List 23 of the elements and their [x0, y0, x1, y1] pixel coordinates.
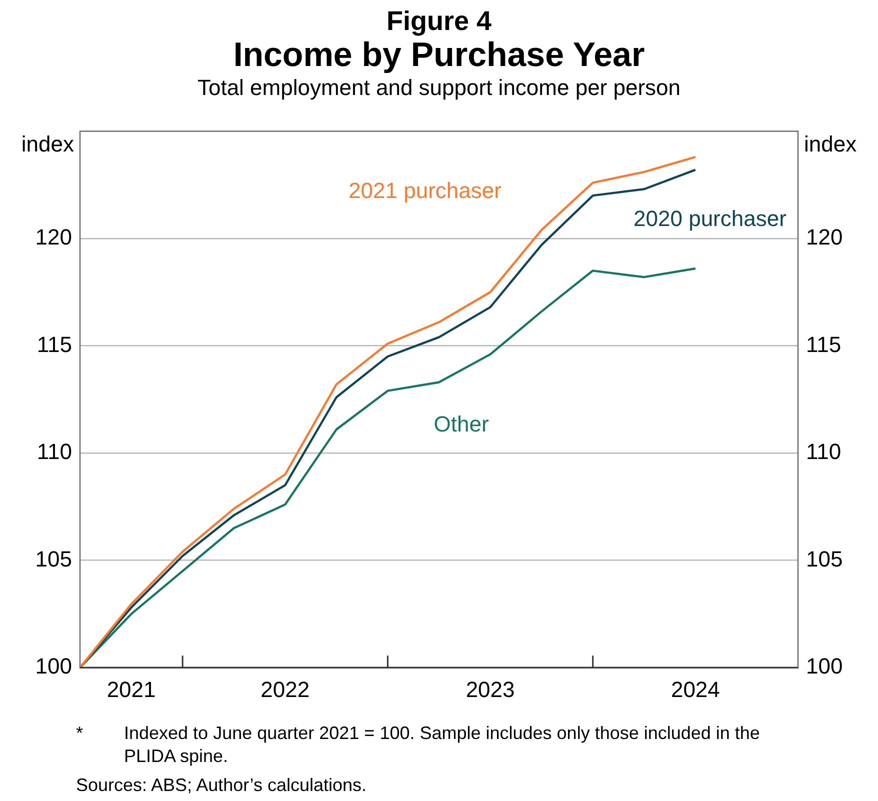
y-tick-label: 105 [35, 546, 72, 572]
y2-tick-label: 115 [806, 332, 842, 357]
y2-tick-label: 105 [806, 546, 843, 572]
text: * Indexed to June quarter 2021 = 100. Sample includes only those included in the PLIDA spine. [76, 723, 760, 766]
y-axis-title: index [21, 131, 74, 156]
y2-tick-label: 110 [806, 439, 842, 464]
series-label: 2020 purchaser [634, 206, 786, 231]
y-tick-label: 120 [35, 224, 72, 250]
text: 2021 purchaser [348, 178, 502, 204]
chart-subtitle: Total employment and support income per person [196, 74, 682, 102]
y-tick-label: 115 [36, 332, 72, 357]
x-tick-label: 2024 [670, 676, 720, 702]
y-tick-label: 110 [36, 439, 72, 464]
series-label: Other [434, 411, 489, 436]
y2-tick-label: 100 [806, 654, 843, 679]
x-tick-label: 2022 [260, 676, 310, 702]
x-tick-label: 2023 [466, 676, 515, 702]
y2-axis-title: index [804, 131, 857, 156]
y2-tick-label: 120 [806, 224, 843, 250]
x-tick-label: 2021 [106, 676, 156, 702]
y-tick-label: 100 [35, 654, 72, 679]
chart-title: Figure 4 Income by Purchase Year [232, 6, 646, 74]
source-note: Sources: ABS; Author’s calculations. [76, 774, 368, 797]
